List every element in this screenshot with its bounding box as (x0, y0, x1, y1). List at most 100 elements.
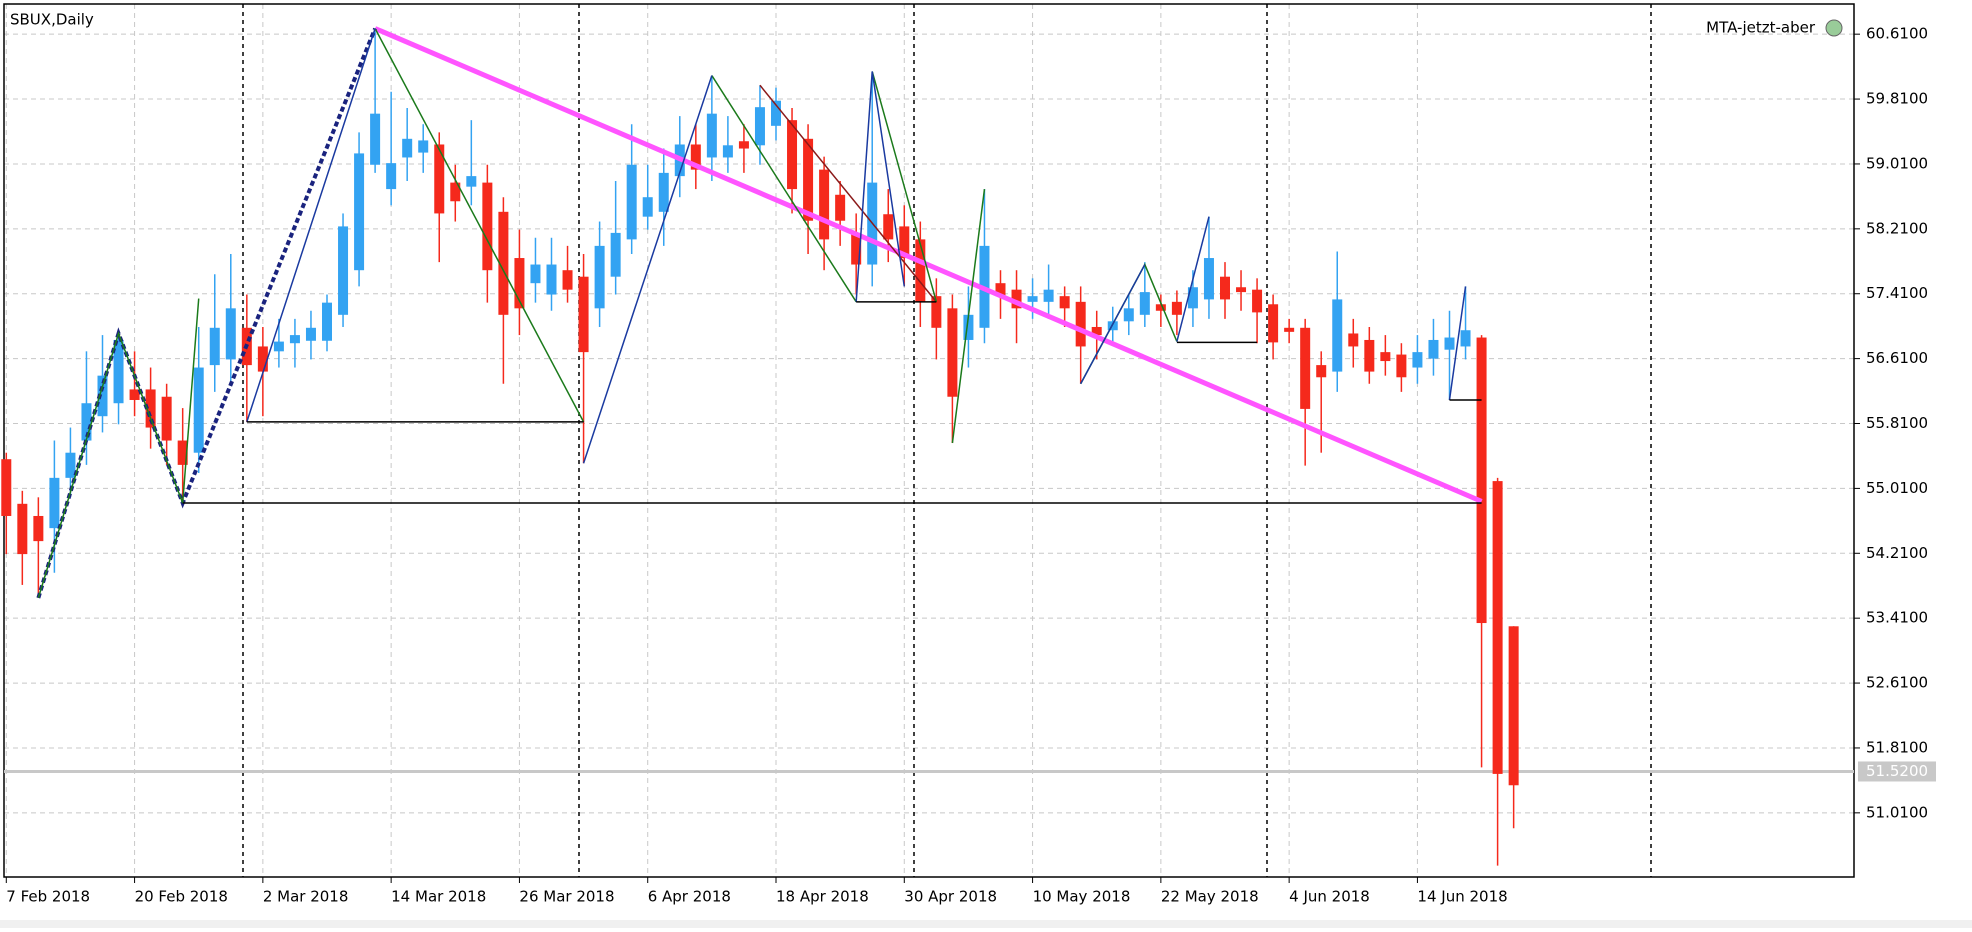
candle-body (963, 314, 974, 340)
candle-body (706, 113, 717, 158)
candle-body (209, 327, 220, 366)
overlay-line (582, 75, 713, 464)
y-tick-label: 55.8100 (1866, 414, 1928, 432)
overlay-line (951, 189, 986, 444)
overlay-line (37, 298, 200, 599)
candle-body (578, 276, 589, 353)
candle-body (754, 107, 765, 146)
candle-body (915, 239, 926, 302)
overlay-line (871, 71, 938, 303)
candle-body (257, 346, 268, 372)
candle-body (1364, 339, 1375, 372)
candle-body (1268, 304, 1279, 343)
chart-title: SBUX,Daily (10, 11, 94, 29)
candle-body (1107, 321, 1118, 331)
candle-body (434, 144, 445, 214)
candle-body (482, 182, 493, 271)
candle-body (722, 145, 733, 158)
candle-body (97, 375, 108, 417)
candle-body (370, 113, 381, 165)
candle-body (1460, 330, 1471, 347)
candle-body (33, 515, 44, 542)
candle-body (690, 144, 701, 170)
x-tick-label: 6 Apr 2018 (648, 888, 731, 906)
candle-body (594, 245, 605, 309)
overlay-line (374, 28, 585, 423)
candle-body (498, 211, 509, 315)
candle-body (305, 327, 316, 341)
overlay-line (1176, 216, 1210, 342)
y-tick-label: 59.0100 (1866, 154, 1928, 172)
y-tick-label: 57.4100 (1866, 284, 1928, 302)
candle-body (819, 169, 830, 240)
x-tick-label: 20 Feb 2018 (135, 888, 228, 906)
candle-body (1043, 289, 1054, 302)
candle-body (354, 153, 365, 271)
y-tick-label: 54.2100 (1866, 544, 1928, 562)
candle-body (658, 172, 669, 212)
candle-body (1316, 365, 1327, 378)
candle-body (338, 226, 349, 315)
overlay-line (246, 28, 376, 423)
overlay-line (759, 84, 937, 303)
y-tick-label: 55.0100 (1866, 479, 1928, 497)
x-tick-label: 26 Mar 2018 (519, 888, 614, 906)
candle-body (289, 335, 300, 344)
x-tick-label: 30 Apr 2018 (904, 888, 997, 906)
candle-body (530, 264, 541, 284)
candle-body (129, 389, 140, 400)
candle-body (322, 302, 333, 341)
candle-body (1075, 301, 1086, 347)
candle-body (193, 367, 204, 453)
candle-body (1203, 258, 1214, 300)
candle-body (514, 258, 525, 309)
candle-body (161, 396, 172, 441)
candle-body (81, 403, 92, 441)
x-tick-label: 4 Jun 2018 (1289, 888, 1370, 906)
tab-strip (0, 920, 1972, 928)
y-tick-label: 58.2100 (1866, 219, 1928, 237)
candle-body (995, 283, 1006, 297)
y-tick-label: 59.8100 (1866, 90, 1928, 108)
candle-body (562, 270, 573, 290)
candle-body (386, 163, 397, 190)
candle-body (1155, 304, 1166, 311)
plot-frame (3, 3, 1855, 878)
overlay-line (855, 71, 906, 302)
candle-body (1123, 308, 1134, 322)
candle-body (1300, 327, 1311, 409)
overlay-line (374, 26, 1483, 504)
x-tick-label: 2 Mar 2018 (263, 888, 349, 906)
candle-body (145, 389, 156, 428)
candle-body (931, 296, 942, 328)
candle-body (1412, 352, 1423, 368)
candle-body (1348, 333, 1359, 347)
x-tick-label: 14 Mar 2018 (391, 888, 486, 906)
candle-body (1139, 292, 1150, 315)
candle-body (450, 182, 461, 202)
candle-body (1332, 299, 1343, 372)
candle-body (17, 503, 28, 555)
candle-body (418, 140, 429, 153)
y-tick-label: 51.0100 (1866, 803, 1928, 821)
candle-body (787, 120, 798, 190)
candle-body (546, 264, 557, 295)
candle-body (1476, 337, 1487, 624)
candle-body (1219, 276, 1230, 300)
candle-body (626, 164, 637, 240)
overlay-line (1080, 264, 1146, 385)
x-tick-label: 7 Feb 2018 (6, 888, 90, 906)
y-tick-label: 53.4100 (1866, 609, 1928, 627)
candle-body (1492, 481, 1503, 774)
indicator-icon (1825, 19, 1843, 37)
candle-body (803, 138, 814, 221)
period-separators (242, 4, 1652, 877)
candle-body (1091, 326, 1102, 336)
x-tick-label: 22 May 2018 (1161, 888, 1259, 906)
candle-body (466, 176, 477, 187)
y-tick-label: 56.6100 (1866, 349, 1928, 367)
candle-body (177, 440, 188, 465)
indicator-label: MTA-jetzt-aber (1706, 19, 1816, 37)
